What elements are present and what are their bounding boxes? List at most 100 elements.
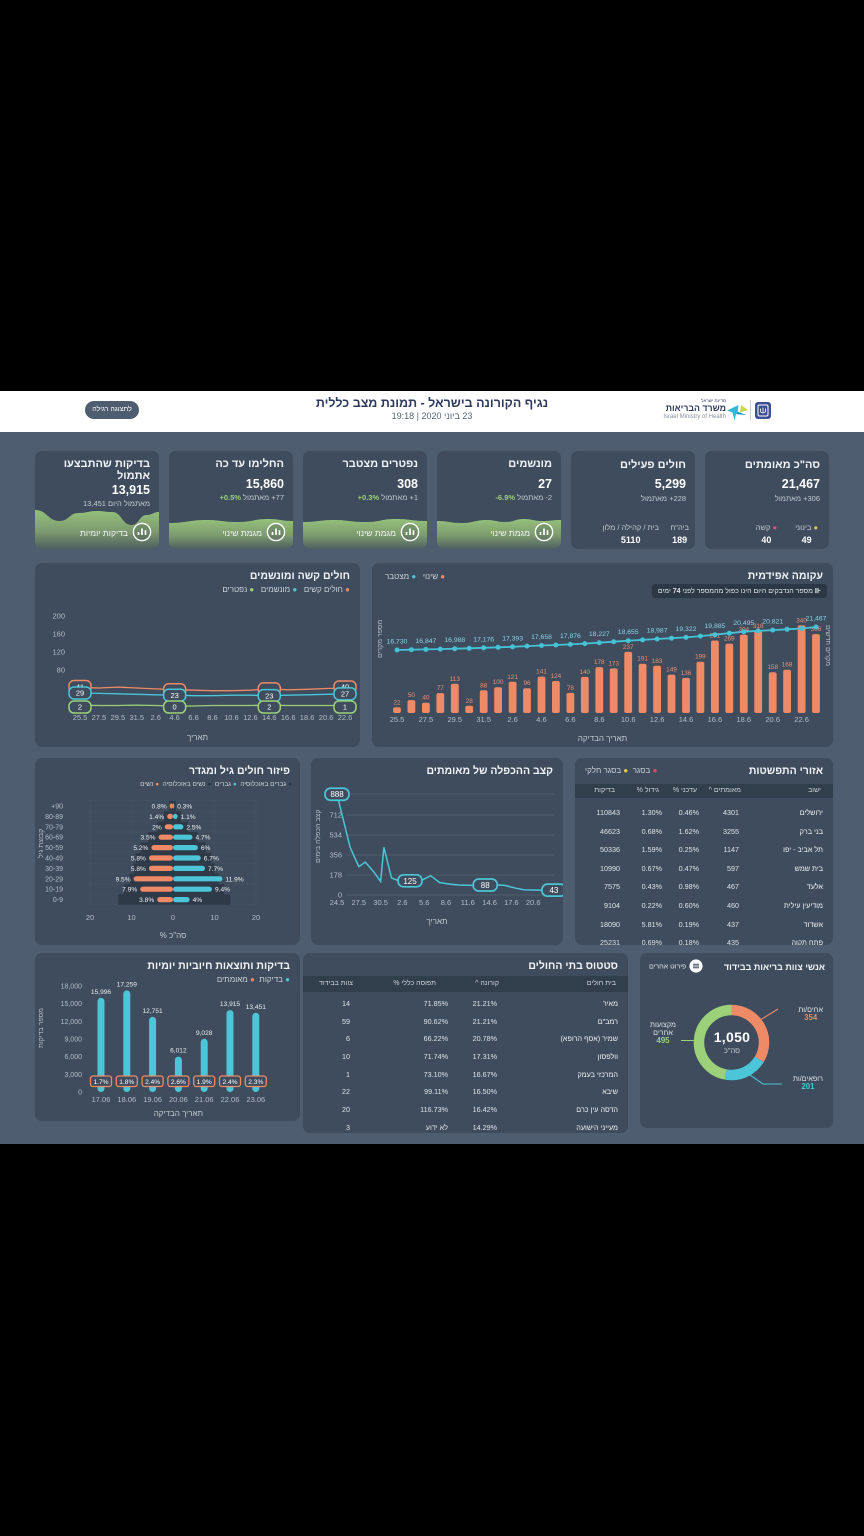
svg-text:16,988: 16,988: [444, 637, 465, 644]
svg-text:17,658: 17,658: [531, 634, 552, 641]
svg-text:50: 50: [408, 692, 416, 699]
svg-text:16.6: 16.6: [281, 713, 296, 722]
svg-text:8.6: 8.6: [441, 898, 451, 907]
svg-text:9,000: 9,000: [64, 1037, 82, 1044]
svg-text:3.5%: 3.5%: [140, 835, 155, 842]
svg-text:17,259: 17,259: [117, 981, 138, 988]
svg-text:8.6: 8.6: [594, 715, 604, 724]
svg-text:4%: 4%: [193, 897, 203, 904]
svg-text:18,000: 18,000: [61, 984, 83, 991]
svg-text:21.06: 21.06: [195, 1095, 214, 1104]
svg-text:30.5: 30.5: [373, 898, 388, 907]
svg-text:113: 113: [450, 676, 461, 683]
svg-text:141: 141: [536, 669, 547, 676]
svg-text:20: 20: [252, 913, 260, 922]
svg-text:5.8%: 5.8%: [131, 866, 146, 873]
svg-text:183: 183: [652, 658, 663, 665]
svg-text:5.2%: 5.2%: [133, 845, 148, 852]
svg-text:2.3%: 2.3%: [248, 1079, 263, 1086]
svg-text:6,000: 6,000: [64, 1054, 82, 1061]
svg-text:2.4%: 2.4%: [145, 1079, 160, 1086]
svg-text:96: 96: [523, 680, 531, 687]
svg-text:269: 269: [724, 636, 735, 643]
svg-text:888: 888: [330, 790, 344, 799]
svg-text:17.06: 17.06: [92, 1095, 111, 1104]
svg-text:140: 140: [579, 669, 590, 676]
svg-text:11.9%: 11.9%: [225, 876, 243, 883]
svg-text:23: 23: [170, 691, 178, 700]
svg-text:200: 200: [52, 612, 65, 621]
svg-text:18,987: 18,987: [647, 628, 668, 635]
svg-text:16,730: 16,730: [387, 639, 408, 646]
svg-text:18.06: 18.06: [117, 1095, 136, 1104]
svg-text:10: 10: [127, 913, 135, 922]
svg-text:25.5: 25.5: [390, 715, 405, 724]
svg-text:88: 88: [481, 881, 490, 890]
svg-text:80-89: 80-89: [45, 814, 63, 821]
svg-text:7.9%: 7.9%: [122, 887, 137, 894]
svg-text:77: 77: [437, 685, 445, 692]
svg-text:2.6: 2.6: [150, 713, 160, 722]
svg-text:15,996: 15,996: [91, 989, 112, 996]
svg-text:19,885: 19,885: [705, 623, 726, 630]
svg-text:80: 80: [57, 666, 65, 675]
svg-text:712: 712: [329, 811, 342, 820]
svg-text:199: 199: [695, 654, 706, 661]
svg-text:8.6: 8.6: [207, 713, 217, 722]
svg-text:356: 356: [329, 851, 342, 860]
svg-text:20,495: 20,495: [733, 620, 754, 627]
svg-text:1.4%: 1.4%: [149, 814, 164, 821]
svg-text:6.6: 6.6: [565, 715, 575, 724]
svg-text:25.5: 25.5: [73, 713, 88, 722]
svg-text:158: 158: [767, 664, 778, 671]
svg-text:23: 23: [265, 691, 273, 700]
svg-text:16.6: 16.6: [708, 715, 723, 724]
svg-text:7.7%: 7.7%: [208, 866, 223, 873]
svg-text:31.5: 31.5: [476, 715, 491, 724]
svg-text:178: 178: [329, 871, 342, 880]
svg-text:136: 136: [681, 670, 692, 677]
svg-text:22: 22: [393, 699, 401, 706]
svg-text:0.8%: 0.8%: [152, 804, 167, 811]
svg-text:1.8%: 1.8%: [119, 1079, 134, 1086]
svg-text:4.7%: 4.7%: [196, 835, 211, 842]
svg-text:9.4%: 9.4%: [215, 887, 230, 894]
svg-text:19.06: 19.06: [143, 1095, 162, 1104]
svg-text:0.3%: 0.3%: [177, 804, 192, 811]
svg-text:+90: +90: [51, 804, 63, 811]
svg-text:4.6: 4.6: [536, 715, 546, 724]
svg-text:173: 173: [608, 660, 619, 667]
svg-text:237: 237: [623, 644, 634, 651]
svg-text:0: 0: [78, 1090, 82, 1097]
svg-text:17,393: 17,393: [502, 635, 523, 642]
svg-text:3,000: 3,000: [64, 1072, 82, 1079]
svg-text:12,000: 12,000: [61, 1019, 83, 1026]
svg-text:2: 2: [78, 703, 82, 712]
svg-text:20.6: 20.6: [765, 715, 780, 724]
svg-text:6,012: 6,012: [170, 1048, 187, 1055]
svg-text:14.6: 14.6: [679, 715, 694, 724]
svg-text:125: 125: [403, 877, 417, 886]
svg-text:20,821: 20,821: [762, 619, 783, 626]
svg-text:10: 10: [210, 913, 218, 922]
svg-text:1.9%: 1.9%: [197, 1079, 212, 1086]
svg-text:160: 160: [52, 630, 65, 639]
svg-text:0-9: 0-9: [53, 897, 63, 904]
svg-text:100: 100: [493, 679, 504, 686]
svg-text:0: 0: [171, 913, 175, 922]
svg-text:10.6: 10.6: [224, 713, 239, 722]
svg-text:16,847: 16,847: [416, 638, 437, 645]
svg-text:1.7%: 1.7%: [93, 1079, 108, 1086]
svg-text:2.6: 2.6: [507, 715, 517, 724]
svg-text:תאריך הבדיקה: תאריך הבדיקה: [154, 1109, 203, 1118]
svg-text:27: 27: [341, 690, 349, 699]
svg-text:20.06: 20.06: [169, 1095, 188, 1104]
svg-text:191: 191: [637, 656, 648, 663]
svg-text:תאריך: תאריך: [426, 917, 447, 926]
svg-text:12,751: 12,751: [143, 1008, 164, 1015]
svg-text:24.5: 24.5: [330, 898, 345, 907]
svg-text:43: 43: [549, 886, 558, 895]
svg-text:70-79: 70-79: [45, 824, 63, 831]
svg-text:23.06: 23.06: [246, 1095, 265, 1104]
svg-text:120: 120: [52, 648, 65, 657]
